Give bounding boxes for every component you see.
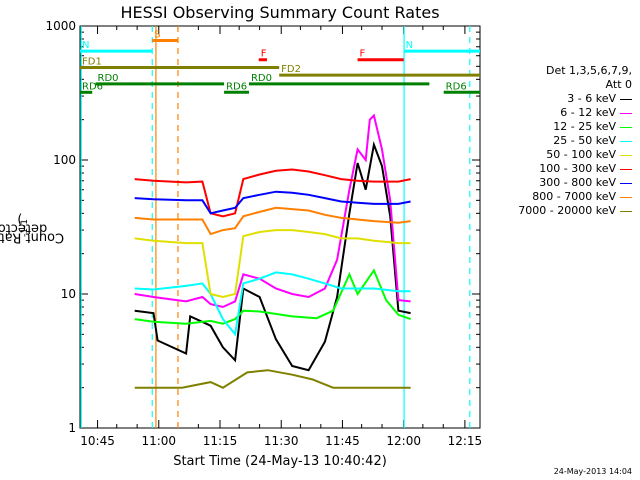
flag-label: RD6 <box>446 81 467 92</box>
flag-label: F <box>360 49 366 60</box>
flag-label: RD6 <box>226 81 247 92</box>
legend-entry-label: 12 - 25 keV <box>553 120 616 133</box>
series-line <box>134 113 411 309</box>
legend-entry-label: 800 - 7000 keV <box>532 190 616 203</box>
legend-swatch <box>620 98 632 100</box>
legend-entry-label: 50 - 100 keV <box>546 148 616 161</box>
legend-entry-label: 300 - 800 keV <box>539 176 616 189</box>
legend-entry-label: 6 - 12 keV <box>560 106 616 119</box>
legend-entry: 3 - 6 keV <box>518 92 632 106</box>
flag-label: FD2 <box>281 64 301 75</box>
series-line <box>134 140 411 372</box>
legend-entry-label: 100 - 300 keV <box>539 162 616 175</box>
x-tick-label: 11:00 <box>141 434 176 448</box>
x-tick-label: 12:00 <box>386 434 421 448</box>
flag-label: FD1 <box>82 57 102 68</box>
series-line <box>134 369 411 389</box>
legend-swatch <box>620 140 632 142</box>
flag-label: F <box>261 49 267 60</box>
chart-title: HESSI Observing Summary Count Rates <box>120 3 440 22</box>
series-line <box>134 190 411 215</box>
legend-swatch <box>620 210 632 212</box>
legend-entry-label: 25 - 50 keV <box>553 134 616 147</box>
legend-swatch <box>620 126 632 128</box>
flag-label: RD0 <box>98 73 119 84</box>
legend-title: Det 1,3,5,6,7,9, <box>545 64 632 77</box>
series-line <box>134 206 411 236</box>
legend-entry: 7000 - 20000 keV <box>518 204 632 218</box>
series-line <box>134 229 411 299</box>
legend-entry: 800 - 7000 keV <box>518 190 632 204</box>
flag-label: RD6 <box>82 81 103 92</box>
series-line <box>134 271 411 337</box>
legend-subtitle: Att 0 <box>605 78 632 91</box>
legend-entry: 300 - 800 keV <box>518 176 632 190</box>
flag-label: N <box>406 40 413 51</box>
legend-entry-label: 7000 - 20000 keV <box>518 204 616 217</box>
y-tick-label: 1000 <box>45 19 76 33</box>
flag-label: N <box>82 40 89 51</box>
plot-frame <box>79 25 481 429</box>
series-line <box>134 268 411 325</box>
legend-entry: 6 - 12 keV <box>518 106 632 120</box>
y-tick-label: 1 <box>68 421 76 435</box>
timestamp: 24-May-2013 14:04 <box>553 467 632 476</box>
legend-entry: 25 - 50 keV <box>518 134 632 148</box>
y-tick-label: 10 <box>61 287 76 301</box>
legend-entry-label: 3 - 6 keV <box>567 92 616 105</box>
legend-swatch <box>620 182 632 184</box>
legend: Det 1,3,5,6,7,9, Att 0 3 - 6 keV 6 - 12 k… <box>518 64 632 218</box>
series-line <box>134 168 411 218</box>
y-tick-label: 100 <box>53 153 76 167</box>
x-tick-label: 10:45 <box>80 434 115 448</box>
legend-swatch <box>620 196 632 198</box>
x-tick-label: 12:15 <box>448 434 483 448</box>
x-tick-label: 11:30 <box>264 434 299 448</box>
flag-label: RD0 <box>251 73 272 84</box>
flag-label: S <box>154 29 160 40</box>
legend-swatch <box>620 154 632 156</box>
legend-swatch <box>620 168 632 170</box>
x-tick-label: 11:45 <box>325 434 360 448</box>
x-tick-label: 11:15 <box>203 434 238 448</box>
x-axis-label: Start Time (24-May-13 10:40:42) <box>173 454 387 469</box>
legend-entry: 12 - 25 keV <box>518 120 632 134</box>
legend-entry: 100 - 300 keV <box>518 162 632 176</box>
legend-swatch <box>620 112 632 114</box>
legend-entry: 50 - 100 keV <box>518 148 632 162</box>
